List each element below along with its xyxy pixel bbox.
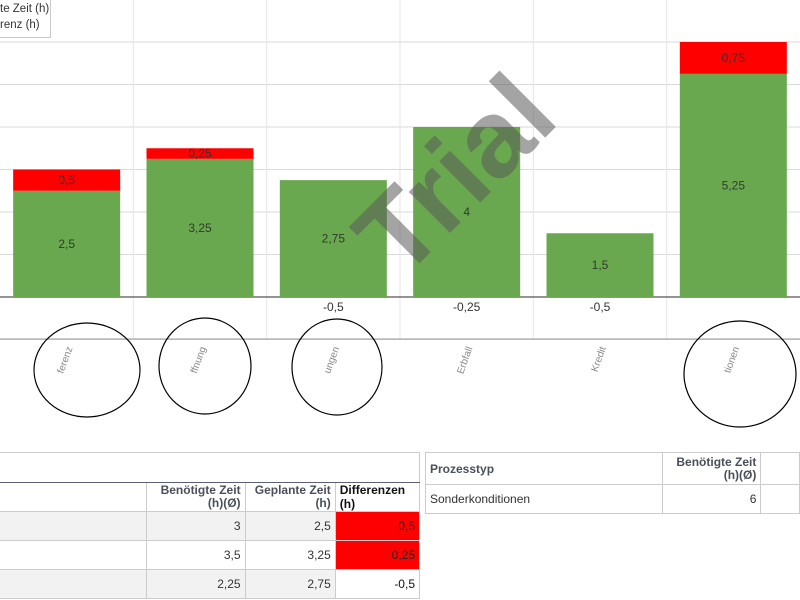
- bar-difference: [679, 42, 787, 74]
- process-times-table: Benötigte Zeit (h)(Ø) Geplante Zeit (h) …: [0, 452, 421, 599]
- table-cell: 3,5: [146, 540, 246, 570]
- annotation-circle: [291, 318, 383, 416]
- data-label-difference: -0,25: [453, 300, 481, 314]
- x-tick-label: Erbfall: [455, 345, 475, 375]
- chart-legend: te Zeit (h) renz (h): [0, 0, 51, 38]
- table-cell: 0,25: [334, 540, 421, 570]
- table-header-row: Benötigte Zeit (h)(Ø) Geplante Zeit (h) …: [0, 482, 421, 512]
- bar-planned: [146, 158, 254, 297]
- table-cell: 2,75: [244, 569, 336, 599]
- table-row: 2,25 2,75 -0,5: [0, 569, 421, 599]
- header-cell: Benötigte Zeit (h)(Ø): [146, 482, 246, 512]
- header-cell: Geplante Zeit (h): [244, 482, 336, 512]
- data-label-planned: 2,5: [58, 237, 75, 251]
- header-cell: [0, 482, 148, 512]
- data-label-difference: 0,75: [722, 51, 746, 65]
- data-label-planned: 2,75: [322, 232, 346, 246]
- legend-item-planned: te Zeit (h): [0, 3, 50, 15]
- table-row: Sonderkonditionen 6: [425, 484, 800, 514]
- table-header-row: Prozesstyp Benötigte Zeit (h)(Ø): [425, 452, 800, 485]
- table-cell: -0,5: [334, 569, 421, 599]
- header-cell: Prozesstyp: [425, 452, 663, 485]
- header-cell: Benötigte Zeit (h)(Ø): [661, 452, 762, 485]
- x-tick-label: ferenz: [56, 345, 76, 375]
- data-label-difference: 0,5: [58, 173, 75, 187]
- bar-planned: [13, 190, 121, 297]
- table-cell: [0, 511, 148, 541]
- table-cell: 2,5: [244, 511, 336, 541]
- table-cell: 6: [661, 484, 762, 514]
- bar-difference: [146, 148, 254, 159]
- table-cell: Sonderkonditionen: [425, 484, 663, 514]
- bar-planned: [679, 73, 787, 297]
- annotation-circle: [683, 320, 797, 428]
- header-cell: Differenzen (h): [334, 482, 421, 512]
- x-tick-label: ungen: [322, 345, 342, 375]
- annotation-circle: [33, 322, 141, 418]
- table-cell: 2,25: [146, 569, 246, 599]
- legend-item-difference: renz (h): [0, 19, 40, 31]
- table-row: 3 2,5 0,5: [0, 511, 421, 541]
- data-label-planned: 1,5: [592, 258, 609, 272]
- stacked-bar-chart: 2,5 0,5 ferenz 3,25 0,25 ffnung 2,75 -0,5 ungen 4…: [0, 0, 800, 428]
- bar-planned: [546, 233, 654, 297]
- data-label-difference: -0,5: [323, 300, 344, 314]
- data-label-difference: 0,25: [188, 147, 212, 161]
- annotation-circle: [158, 317, 252, 415]
- table-cell: [0, 540, 148, 570]
- x-tick-label: ffnung: [189, 345, 209, 375]
- data-label-planned: 3,25: [188, 221, 212, 235]
- bar-difference: [13, 169, 121, 191]
- process-type-table: Prozesstyp Benötigte Zeit (h)(Ø) Sonderk…: [425, 452, 800, 514]
- data-label-planned: 5,25: [722, 178, 746, 192]
- table-cell: 3: [146, 511, 246, 541]
- x-tick-label: Kredit: [590, 345, 609, 374]
- table-cell: [0, 569, 148, 599]
- data-label-planned: 4: [463, 205, 470, 219]
- table-cell: 0,5: [334, 511, 421, 541]
- data-label-difference: -0,5: [590, 300, 611, 314]
- table-row: 3,5 3,25 0,25: [0, 540, 421, 570]
- table-cell: 3,25: [244, 540, 336, 570]
- x-tick-label: tionen: [722, 345, 742, 374]
- bar-planned: [413, 127, 521, 297]
- bar-planned: [279, 180, 387, 297]
